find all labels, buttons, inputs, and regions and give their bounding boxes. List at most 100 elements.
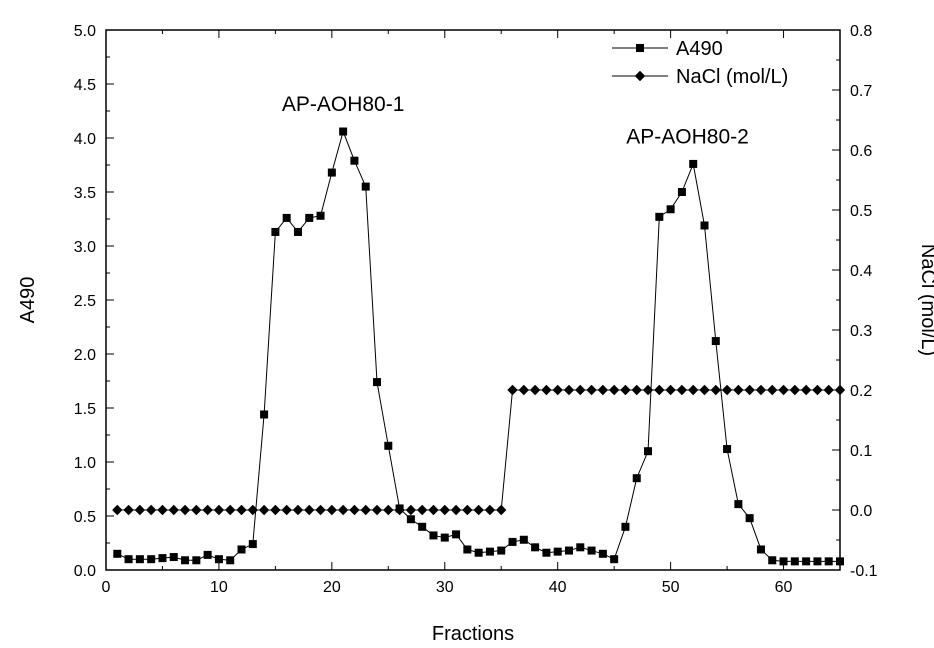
- series-nacl-point: [620, 385, 630, 395]
- y2-tick-label: 0.1: [850, 443, 872, 460]
- y-tick-label: 1.0: [74, 455, 96, 472]
- series-nacl-point: [609, 385, 619, 395]
- y-axis-title: A490: [17, 277, 39, 324]
- x-tick-label: 50: [662, 579, 680, 596]
- series-a490-point: [813, 557, 821, 565]
- series-a490-point: [531, 543, 539, 551]
- series-nacl-point: [485, 505, 495, 515]
- series-nacl-line: [117, 390, 840, 510]
- x-tick-label: 30: [436, 579, 454, 596]
- series-nacl-point: [157, 505, 167, 515]
- series-nacl-point: [304, 505, 314, 515]
- series-nacl-point: [824, 385, 834, 395]
- series-a490-point: [610, 555, 618, 563]
- series-nacl-point: [790, 385, 800, 395]
- y-tick-label: 0.0: [74, 563, 96, 580]
- series-nacl-point: [293, 505, 303, 515]
- series-a490-point: [520, 536, 528, 544]
- series-a490-point: [678, 188, 686, 196]
- x-tick-label: 20: [323, 579, 341, 596]
- series-a490-point: [136, 555, 144, 563]
- series-a490-point: [181, 556, 189, 564]
- series-nacl-point: [722, 385, 732, 395]
- series-a490-point: [384, 442, 392, 450]
- series-nacl-point: [270, 505, 280, 515]
- series-nacl-point: [586, 385, 596, 395]
- series-nacl-point: [767, 385, 777, 395]
- series-nacl-point: [361, 505, 371, 515]
- y2-axis-title: NaCl (mol/L): [917, 244, 934, 356]
- series-nacl-point: [575, 385, 585, 395]
- series-a490-point: [283, 214, 291, 222]
- series-nacl-point: [191, 505, 201, 515]
- series-a490-point: [249, 540, 257, 548]
- series-a490-point: [147, 555, 155, 563]
- series-a490-point: [294, 228, 302, 236]
- series-a490-point: [441, 534, 449, 542]
- series-a490-point: [542, 549, 550, 557]
- series-nacl-point: [541, 385, 551, 395]
- y-tick-label: 0.5: [74, 509, 96, 526]
- series-a490-point: [192, 556, 200, 564]
- series-layer: [112, 128, 845, 566]
- y-tick-label: 2.0: [74, 347, 96, 364]
- series-a490-point: [599, 550, 607, 558]
- x-tick-label: 10: [210, 579, 228, 596]
- series-nacl-point: [496, 505, 506, 515]
- y-tick-label: 4.0: [74, 131, 96, 148]
- series-a490: [113, 128, 844, 566]
- series-nacl-point: [214, 505, 224, 515]
- series-a490-point: [238, 545, 246, 553]
- series-a490-point: [271, 228, 279, 236]
- series-nacl-point: [462, 505, 472, 515]
- y2-tick-label: 0.3: [850, 323, 872, 340]
- series-a490-point: [463, 545, 471, 553]
- series-a490-point: [429, 531, 437, 539]
- series-a490-point: [780, 557, 788, 565]
- plot-frame: [106, 30, 840, 570]
- series-a490-point: [339, 128, 347, 136]
- series-a490-point: [746, 514, 754, 522]
- series-a490-point: [204, 551, 212, 559]
- series-nacl-point: [383, 505, 393, 515]
- series-a490-point: [317, 212, 325, 220]
- x-axis-title: Fractions: [432, 623, 514, 645]
- series-a490-point: [373, 378, 381, 386]
- series-nacl-point: [406, 505, 416, 515]
- series-a490-point: [215, 555, 223, 563]
- series-nacl-point: [451, 505, 461, 515]
- series-nacl-point: [756, 385, 766, 395]
- series-a490-point: [723, 445, 731, 453]
- series-nacl-point: [135, 505, 145, 515]
- series-nacl: [112, 385, 845, 515]
- series-nacl-point: [281, 505, 291, 515]
- series-a490-point: [328, 169, 336, 177]
- series-nacl-point: [801, 385, 811, 395]
- series-a490-point: [700, 221, 708, 229]
- series-nacl-point: [677, 385, 687, 395]
- series-nacl-point: [744, 385, 754, 395]
- series-a490-line: [117, 132, 840, 562]
- series-a490-point: [565, 547, 573, 555]
- series-a490-point: [734, 500, 742, 508]
- y-tick-label: 1.5: [74, 401, 96, 418]
- series-nacl-point: [778, 385, 788, 395]
- series-a490-point: [836, 557, 844, 565]
- series-nacl-point: [598, 385, 608, 395]
- series-a490-point: [125, 555, 133, 563]
- series-nacl-point: [665, 385, 675, 395]
- series-a490-point: [757, 545, 765, 553]
- series-a490-point: [576, 543, 584, 551]
- series-nacl-point: [552, 385, 562, 395]
- y2-tick-label: 0.0: [850, 503, 872, 520]
- series-nacl-point: [654, 385, 664, 395]
- series-a490-point: [475, 549, 483, 557]
- legend-marker-nacl: [635, 71, 645, 81]
- series-nacl-point: [327, 505, 337, 515]
- annotation-layer: AP-AOH80-1 AP-AOH80-2: [282, 93, 749, 148]
- series-nacl-point: [688, 385, 698, 395]
- y-tick-label: 4.5: [74, 77, 96, 94]
- x-tick-label: 40: [549, 579, 567, 596]
- x-tick-label: 0: [102, 579, 111, 596]
